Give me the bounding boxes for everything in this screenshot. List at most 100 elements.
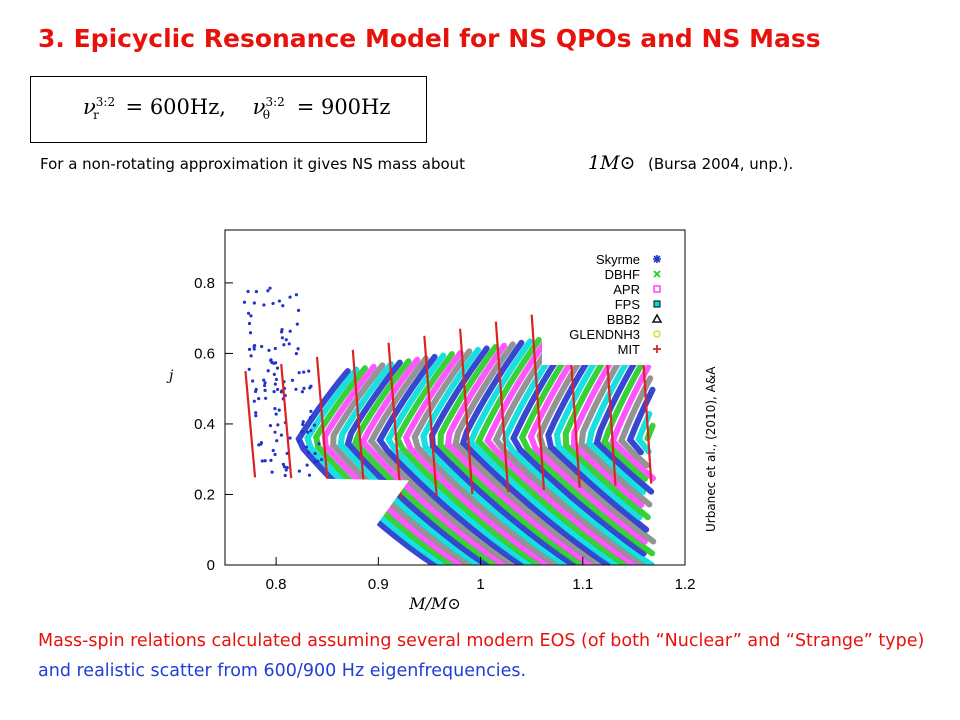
eos-band: [367, 355, 516, 565]
scatter-point: [287, 342, 291, 346]
eos-band: [352, 358, 499, 565]
nu-theta-symbol: ν: [252, 95, 266, 119]
scatter-point: [252, 301, 256, 305]
axes: 0.8 0.9 1 1.1 1.2 0 0.2 0.4 0.6 0.8 M/M⊙ j: [166, 229, 695, 611]
scatter-point: [257, 397, 261, 401]
eos-band: [385, 352, 534, 565]
scatter-point: [307, 369, 311, 373]
scatter-point: [275, 439, 279, 443]
scatter-point: [272, 389, 276, 394]
scatter-point: [295, 322, 299, 326]
eos-band: [459, 339, 612, 565]
legend-label: Skyrme: [596, 252, 640, 267]
legend-label: APR: [613, 282, 640, 297]
x-tick-label: 0.9: [368, 576, 389, 593]
scatter-point: [252, 399, 256, 403]
slide-title: 3. Epicyclic Resonance Model for NS QPOs…: [38, 24, 821, 53]
scatter-point: [247, 347, 252, 351]
scatter-point: [266, 369, 270, 373]
scatter-point: [271, 448, 275, 453]
nu-r-subscript: r: [93, 108, 99, 123]
scatter-point: [294, 352, 298, 356]
scatter-point: [283, 473, 287, 478]
scatter-point: [279, 330, 284, 334]
mass-spin-chart: 0.8 0.9 1 1.1 1.2 0 0.2 0.4 0.6 0.8 M/M⊙ j SkyrmeDB…: [166, 229, 695, 611]
scatter-point: [249, 354, 253, 358]
scatter-point: [296, 347, 300, 351]
y-tick-label: 0.4: [194, 416, 215, 433]
scatter-point: [276, 423, 280, 427]
scatter-point: [263, 388, 267, 393]
scatter-point: [247, 367, 251, 371]
scatter-point: [300, 390, 305, 394]
scatter-point: [252, 347, 256, 351]
eos-band: [429, 345, 577, 565]
scatter-point: [260, 459, 264, 463]
scatter-point: [317, 442, 321, 446]
scatter-point: [280, 336, 284, 340]
scatter-point: [270, 470, 274, 474]
scatter-point: [301, 420, 305, 424]
scatter-point: [279, 390, 284, 394]
scatter-point: [313, 451, 317, 456]
scatter-point: [262, 303, 266, 307]
scatter-point: [288, 436, 292, 440]
scatter-point: [254, 411, 258, 415]
scatter-point: [309, 409, 313, 413]
mit-streak: [351, 349, 367, 501]
scatter-point: [306, 450, 311, 455]
legend-marker: [653, 330, 661, 338]
legend-marker: [651, 313, 663, 323]
scatter-point: [316, 459, 320, 463]
eos-band: [295, 368, 438, 565]
scatter-point: [301, 422, 305, 427]
eos-band: [452, 341, 603, 565]
scatter-point: [248, 331, 253, 335]
eos-band: [393, 351, 542, 565]
scatter-point: [264, 396, 268, 400]
scatter-point: [285, 466, 289, 470]
nu-theta-subscript: θ: [262, 108, 270, 123]
mit-streak: [423, 335, 438, 497]
mit-streak: [530, 314, 546, 490]
scatter-point: [257, 443, 261, 447]
scatter-point: [277, 299, 282, 303]
nu-theta-value: = 900Hz: [296, 95, 391, 119]
scatter-point: [312, 423, 317, 427]
nu-theta-superscript: 3:2: [265, 95, 285, 109]
eos-band: [510, 331, 647, 557]
legend-marker: [653, 300, 661, 308]
scatter-point: [271, 301, 275, 306]
scatter-point: [309, 384, 313, 388]
eos-band: [617, 375, 654, 469]
scatter-point: [313, 460, 317, 464]
scatter-point: [296, 439, 301, 443]
scatter-point: [273, 346, 277, 351]
scatter-point: [246, 311, 251, 315]
eos-band: [626, 386, 656, 456]
scatter-point: [246, 289, 250, 294]
scatter-point: [309, 428, 313, 433]
side-reference: Urbanec et al., (2010), A&A: [704, 366, 718, 532]
y-tick-label: 0.8: [194, 275, 215, 292]
eos-band: [467, 338, 620, 565]
caption-blue-text: and realistic scatter from 600/900 Hz ei…: [38, 661, 527, 681]
scatter-points: [225, 286, 657, 565]
legend-marker: [653, 345, 661, 353]
scatter-point: [267, 348, 271, 352]
scatter-point: [282, 343, 286, 347]
scatter-point: [260, 344, 264, 349]
nu-r-value: = 600Hz,: [125, 95, 226, 119]
scatter-point: [254, 414, 258, 418]
y-tick-label: 0.2: [194, 486, 215, 503]
x-tick-label: 1: [476, 576, 484, 593]
scatter-point: [268, 286, 272, 290]
scatter-point: [274, 377, 279, 382]
scatter-point: [249, 314, 253, 318]
scatter-point: [273, 407, 277, 411]
scatter-point: [300, 430, 304, 434]
eos-band: [444, 342, 594, 565]
scatter-point: [269, 359, 273, 363]
caption-red-text: Mass-spin relations calculated assuming …: [38, 631, 925, 651]
scatter-point: [242, 300, 247, 304]
